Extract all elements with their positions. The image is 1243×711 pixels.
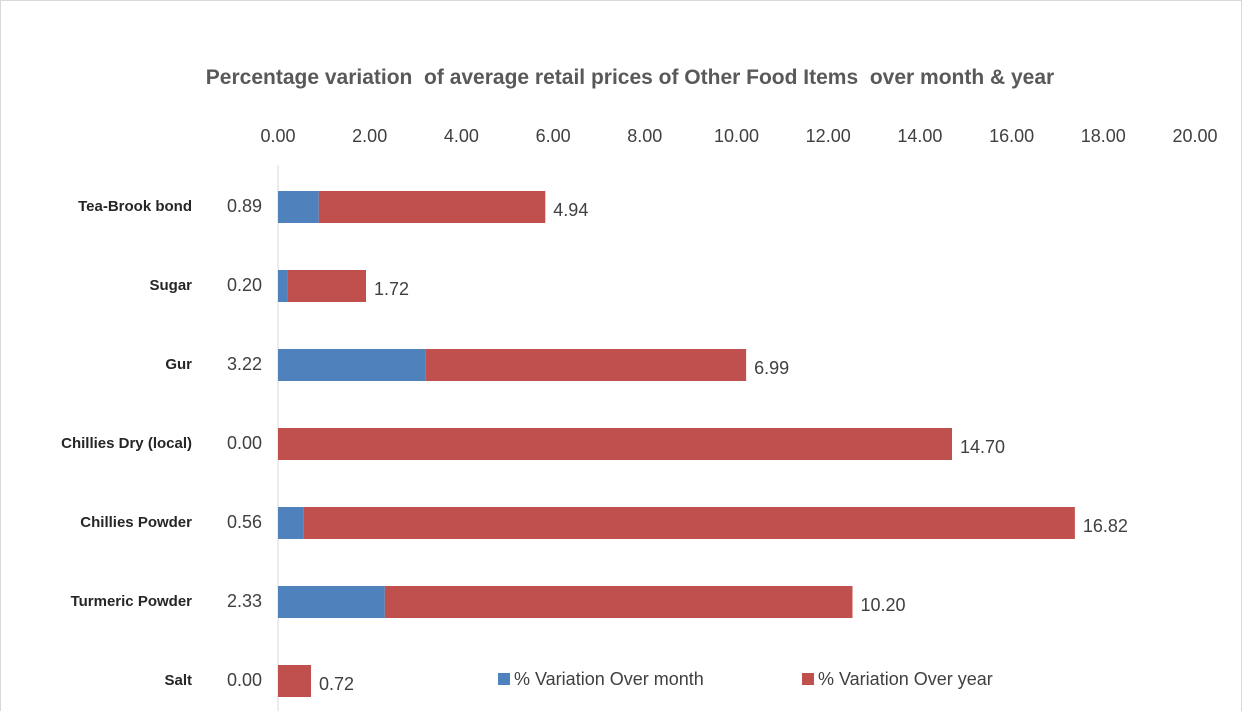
bar	[425, 349, 747, 381]
bar	[278, 270, 288, 302]
bar	[278, 349, 426, 381]
x-tick-label: 18.00	[1081, 126, 1126, 146]
data-label: 16.82	[1083, 516, 1128, 536]
bar	[278, 191, 319, 223]
x-tick-label: 20.00	[1172, 126, 1217, 146]
y-tick-label: Gur	[165, 356, 192, 373]
y-tick-label: Sugar	[149, 277, 192, 294]
bar	[318, 191, 546, 223]
data-label: 14.70	[960, 437, 1005, 457]
x-tick-label: 0.00	[260, 126, 295, 146]
bar	[384, 586, 853, 618]
data-label: 10.20	[861, 595, 906, 615]
bar	[278, 507, 304, 539]
data-label: 1.72	[374, 279, 409, 299]
y-tick-label: Chillies Powder	[80, 514, 192, 531]
x-tick-label: 4.00	[444, 126, 479, 146]
data-label: 0.56	[227, 512, 262, 532]
chart-title: Percentage variation of average retail p…	[205, 66, 1055, 89]
data-label: 0.72	[319, 674, 354, 694]
bar	[278, 428, 952, 460]
y-tick-label: Chillies Dry (local)	[61, 435, 192, 452]
data-label: 0.89	[227, 196, 262, 216]
x-tick-label: 14.00	[897, 126, 942, 146]
x-tick-label: 6.00	[536, 126, 571, 146]
data-label: 4.94	[553, 200, 588, 220]
y-tick-label: Tea-Brook bond	[78, 198, 192, 215]
x-tick-label: 12.00	[806, 126, 851, 146]
bar	[278, 586, 385, 618]
x-tick-label: 16.00	[989, 126, 1034, 146]
legend-swatch	[498, 673, 510, 685]
y-tick-label: Salt	[164, 672, 192, 689]
y-tick-label: Turmeric Powder	[71, 593, 193, 610]
bar	[278, 665, 312, 697]
bar	[303, 507, 1075, 539]
data-label: 3.22	[227, 354, 262, 374]
data-label: 6.99	[754, 358, 789, 378]
data-label: 2.33	[227, 591, 262, 611]
x-tick-label: 2.00	[352, 126, 387, 146]
legend-label: % Variation Over month	[514, 669, 704, 689]
x-tick-label: 10.00	[714, 126, 759, 146]
data-label: 0.00	[227, 670, 262, 690]
data-label: 0.00	[227, 433, 262, 453]
x-tick-label: 8.00	[627, 126, 662, 146]
data-label: 0.20	[227, 275, 262, 295]
legend-swatch	[802, 673, 814, 685]
legend-label: % Variation Over year	[818, 669, 993, 689]
bar	[287, 270, 367, 302]
